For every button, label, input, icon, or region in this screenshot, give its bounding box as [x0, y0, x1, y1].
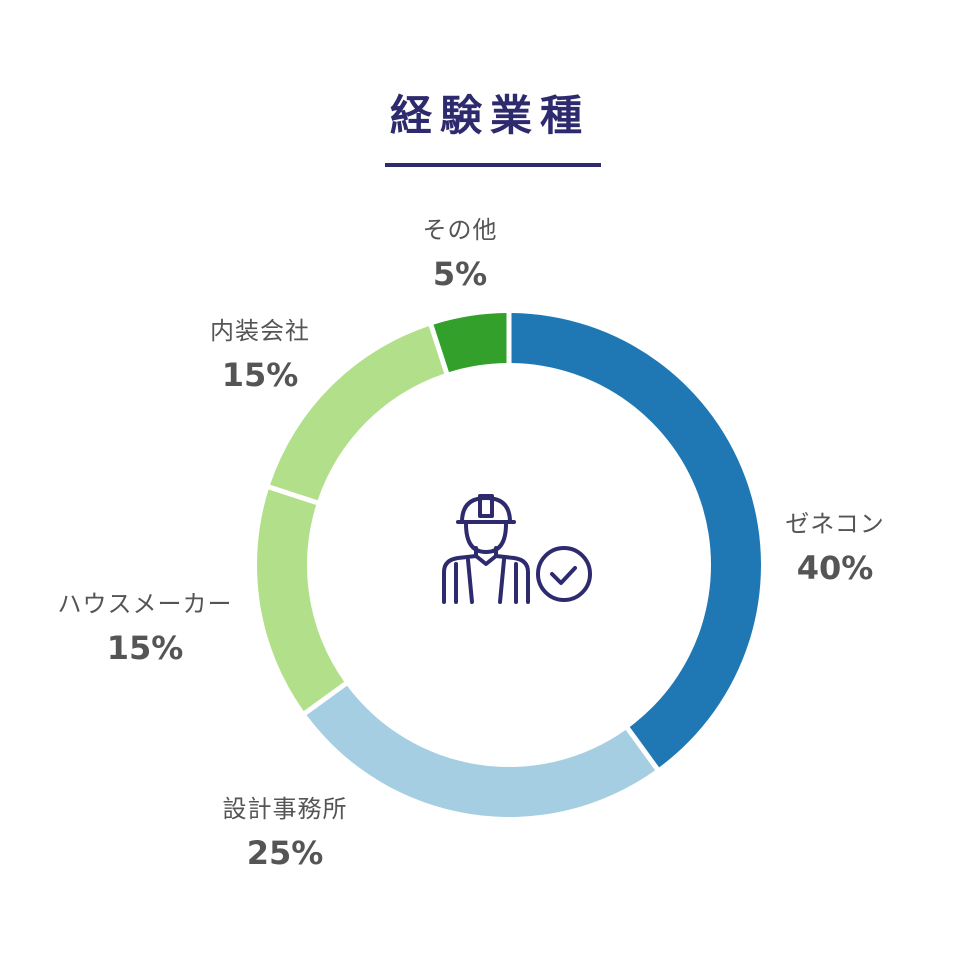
donut-segment-4: [433, 313, 507, 373]
label-percent: 25%: [246, 834, 324, 872]
label-name: ハウスメーカー: [57, 590, 233, 618]
label-name: その他: [422, 216, 498, 244]
label-name: 設計事務所: [222, 795, 348, 823]
label-genecon: ゼネコン 40%: [760, 507, 910, 591]
donut-segment-1: [306, 685, 656, 817]
label-design-office: 設計事務所 25%: [190, 792, 380, 876]
label-percent: 40%: [796, 549, 874, 587]
label-interior-company: 内装会社 15%: [180, 314, 340, 398]
donut-segment-3: [270, 326, 445, 501]
label-percent: 5%: [432, 255, 488, 293]
chart-title: 経験業種: [389, 91, 590, 140]
title-underline: [385, 163, 601, 167]
label-name: ゼネコン: [785, 510, 885, 538]
donut-segment-2: [257, 489, 345, 712]
label-name: 内装会社: [210, 317, 310, 345]
label-percent: 15%: [221, 356, 299, 394]
donut-segment-0: [511, 313, 762, 768]
label-other: その他 5%: [380, 213, 540, 297]
construction-worker-check-icon: [442, 494, 592, 604]
label-percent: 15%: [106, 629, 184, 667]
label-house-maker: ハウスメーカー 15%: [25, 587, 265, 671]
